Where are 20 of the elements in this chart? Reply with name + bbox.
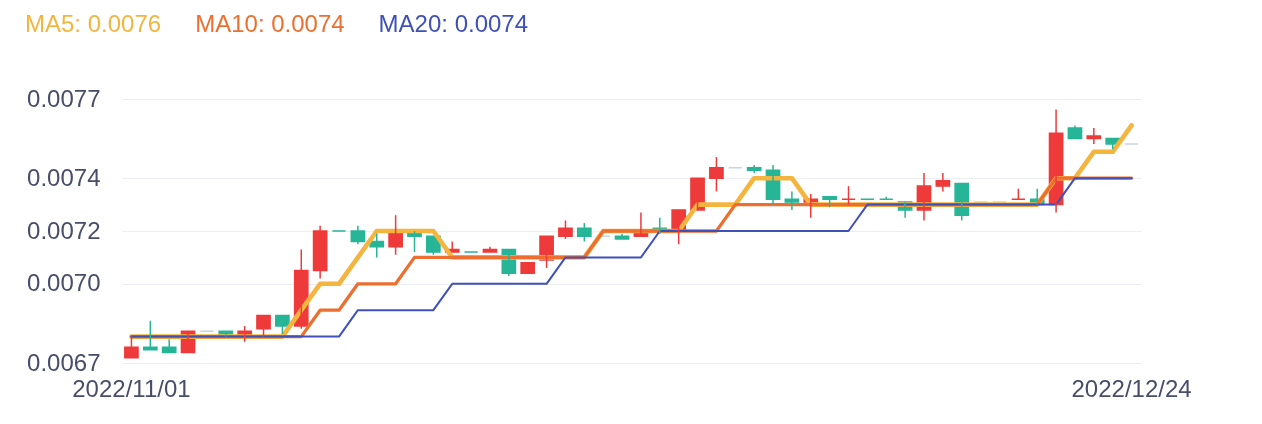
- text: MA10: 0.0074: [195, 10, 345, 37]
- candlestick: [124, 335, 139, 359]
- candlestick: [161, 338, 177, 354]
- x-tick-label: 2022/11/01: [72, 374, 191, 402]
- text: MA20: 0.0074: [378, 10, 529, 37]
- text: MA5: 0.0076: [25, 10, 162, 37]
- candlestick: [275, 314, 290, 335]
- y-tick-label: 0.0077: [27, 84, 101, 112]
- candlestick: [142, 320, 158, 351]
- candlestick: [576, 222, 592, 243]
- candlestick: [841, 185, 856, 206]
- candlestick: [256, 314, 271, 338]
- candlestick: [558, 219, 573, 240]
- y-tick-label: 0.0072: [27, 216, 101, 244]
- candlestick: [709, 156, 724, 193]
- x-tick-label: 2022/12/24: [1071, 374, 1192, 402]
- y-tick-label: 0.0067: [27, 348, 101, 376]
- y-tick-label: 0.0074: [27, 163, 101, 191]
- candlestick: [388, 214, 403, 256]
- y-tick-label: 0.0070: [27, 269, 101, 297]
